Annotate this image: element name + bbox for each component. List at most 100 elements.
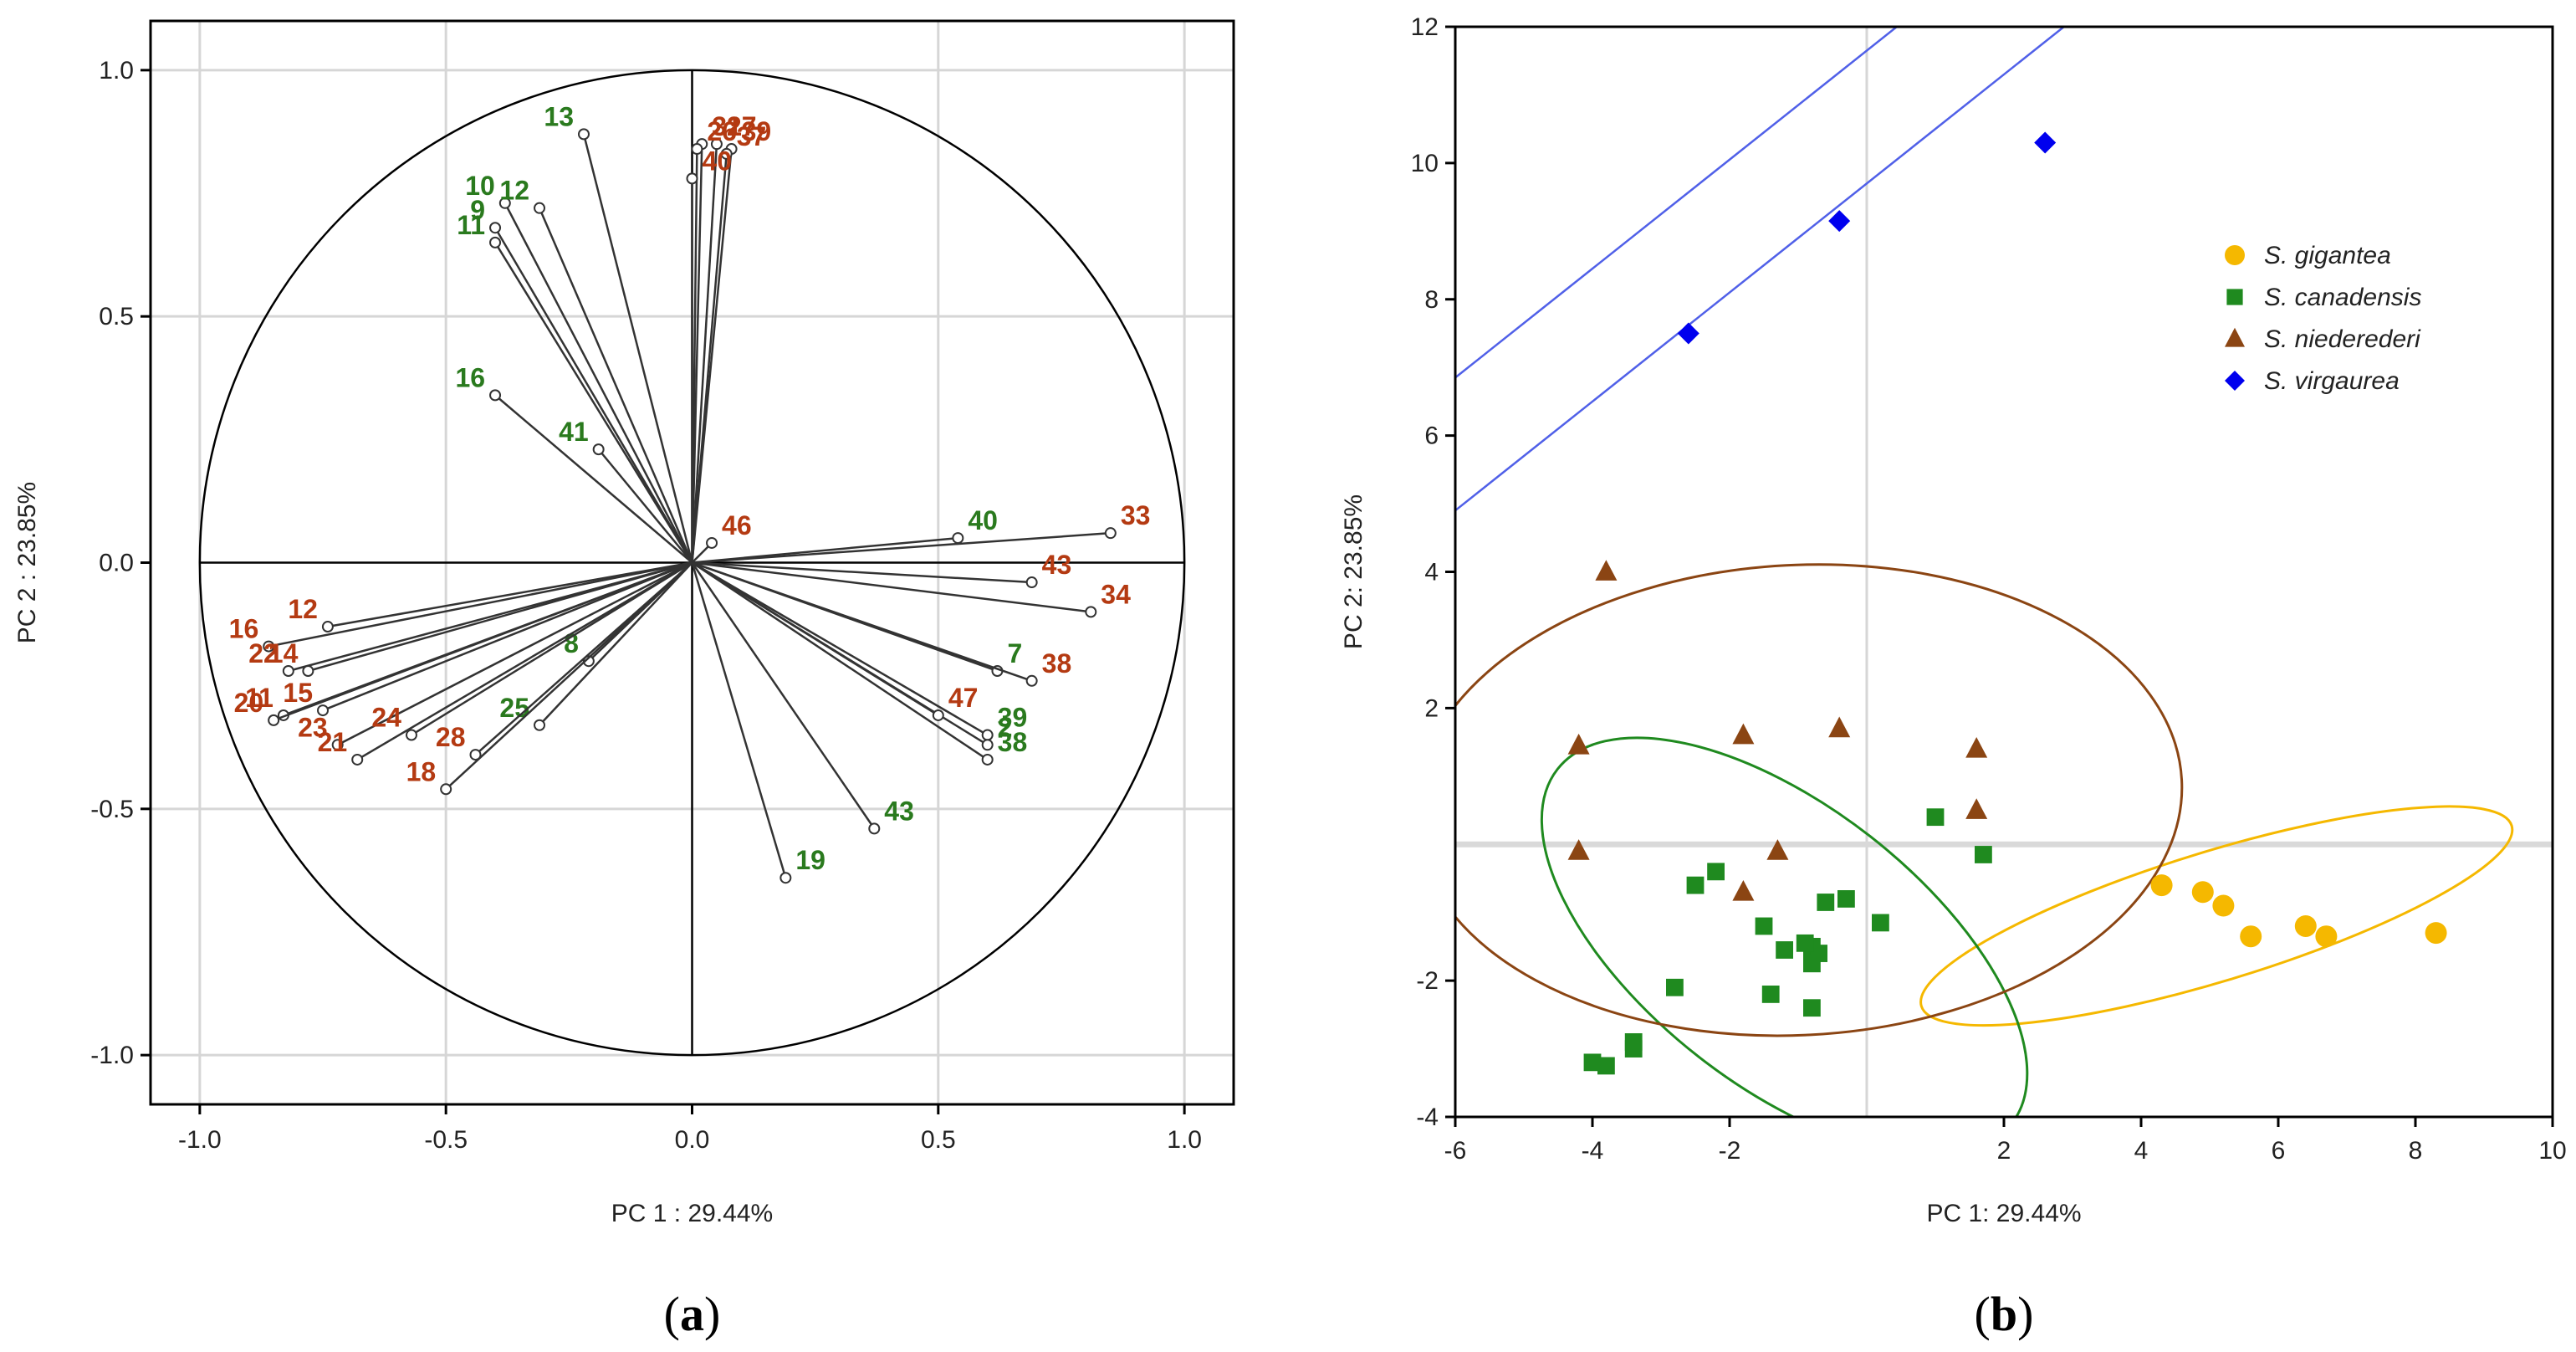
score-point <box>2425 922 2447 945</box>
score-point <box>2225 245 2245 265</box>
score-point <box>1755 917 1773 935</box>
loading-label: 11 <box>245 683 273 713</box>
legend-label: S. canadensis <box>2264 284 2421 311</box>
loading-point <box>302 665 314 677</box>
score-point <box>2034 131 2057 154</box>
loading-vector <box>308 561 693 673</box>
loading-label: 41 <box>559 417 589 447</box>
loading-vector <box>445 561 693 791</box>
loading-point <box>706 536 718 549</box>
score-point <box>1817 894 1835 911</box>
loading-label: 16 <box>229 614 259 644</box>
loading-vector <box>691 561 989 736</box>
y-tick-label: 8 <box>1424 286 1439 314</box>
x-tick-label: 8 <box>2409 1137 2423 1165</box>
loading-vector <box>539 561 693 726</box>
loading-label: 7 <box>1007 638 1022 668</box>
loading-label: 28 <box>436 722 466 752</box>
y-tick-label: -1.0 <box>90 1042 134 1069</box>
loading-point <box>268 714 280 726</box>
loading-point <box>720 147 733 160</box>
loading-point <box>263 640 275 653</box>
loading-point <box>932 709 944 721</box>
x-tick-label: -4 <box>1582 1137 1604 1165</box>
loading-vector <box>356 561 693 761</box>
confidence-ellipse <box>1919 805 2514 1027</box>
loading-label: 43 <box>1042 550 1072 580</box>
legend-label: S. gigantea <box>2264 242 2391 269</box>
score-point <box>1803 955 1821 973</box>
loading-vector <box>691 153 728 563</box>
loading-label: 37 <box>737 121 767 151</box>
loading-label: 16 <box>455 362 485 392</box>
loading-label: 39 <box>998 703 1028 733</box>
loading-point <box>321 621 334 633</box>
loading-label: 26 <box>707 116 737 146</box>
loading-label: 24 <box>371 703 401 733</box>
loading-point <box>489 389 502 402</box>
score-point <box>2225 327 2245 347</box>
score-point <box>1965 736 1988 758</box>
loading-label: 18 <box>406 756 437 786</box>
loading-point <box>317 704 330 717</box>
x-axis-title: PC 1 : 29.44% <box>611 1200 773 1227</box>
x-axis-title: PC 1: 29.44% <box>1926 1200 2081 1227</box>
loading-point <box>686 172 698 185</box>
score-point <box>2240 925 2262 948</box>
loading-vector <box>691 561 939 717</box>
score-point <box>1707 863 1725 881</box>
score-point <box>1583 1053 1602 1072</box>
score-point <box>1776 941 1793 959</box>
loading-label: 14 <box>268 638 299 668</box>
loading-point <box>1025 674 1038 687</box>
loading-point <box>592 443 605 456</box>
score-point <box>1761 986 1780 1003</box>
y-tick-label: -4 <box>1416 1104 1439 1131</box>
confidence-band-line <box>1455 27 1899 379</box>
score-point <box>1686 876 1705 894</box>
x-tick-label: 6 <box>2272 1137 2286 1165</box>
loading-vector <box>494 394 693 564</box>
loading-vector <box>273 561 693 722</box>
score-point <box>1828 210 1851 233</box>
x-tick-label: -6 <box>1444 1137 1467 1165</box>
score-point <box>1567 839 1590 860</box>
loading-vector <box>322 561 693 712</box>
loading-point <box>779 872 792 884</box>
loading-label: 2 <box>998 712 1013 742</box>
legend-label: S. niederederi <box>2264 325 2421 353</box>
loading-point <box>489 236 502 248</box>
plot-frame-b <box>1454 25 2554 1119</box>
y-tick-label: -0.5 <box>90 796 134 823</box>
loading-label: 21 <box>318 727 348 757</box>
legend-item: S. niederederi <box>2225 325 2421 353</box>
y-tick-label: 12 <box>1411 13 1439 41</box>
score-point <box>2191 881 2214 904</box>
loading-vector <box>691 561 876 830</box>
loading-point <box>691 143 703 156</box>
score-point <box>1975 846 1992 863</box>
loading-label: 39 <box>742 116 772 146</box>
loading-vector <box>337 561 693 746</box>
loading-label: 38 <box>1042 648 1072 679</box>
loading-vector <box>691 561 989 760</box>
y-tick-label: 10 <box>1411 150 1439 177</box>
loading-point <box>498 197 511 209</box>
score-point <box>1567 733 1590 755</box>
loading-label: 9 <box>470 195 485 225</box>
loading-label: 46 <box>722 510 752 540</box>
score-point <box>2315 925 2338 948</box>
loading-vector <box>582 134 693 563</box>
loading-point <box>981 739 994 751</box>
confidence-ellipse <box>1540 736 2029 1117</box>
loading-label: 23 <box>298 712 328 742</box>
x-tick-label: -2 <box>1719 1137 1741 1165</box>
score-point <box>1732 723 1755 745</box>
loading-point <box>1025 576 1038 589</box>
loading-label: 40 <box>968 505 998 535</box>
loading-vector <box>503 202 693 564</box>
panel-label-a: (a) <box>664 1287 721 1341</box>
loading-point <box>868 822 881 835</box>
